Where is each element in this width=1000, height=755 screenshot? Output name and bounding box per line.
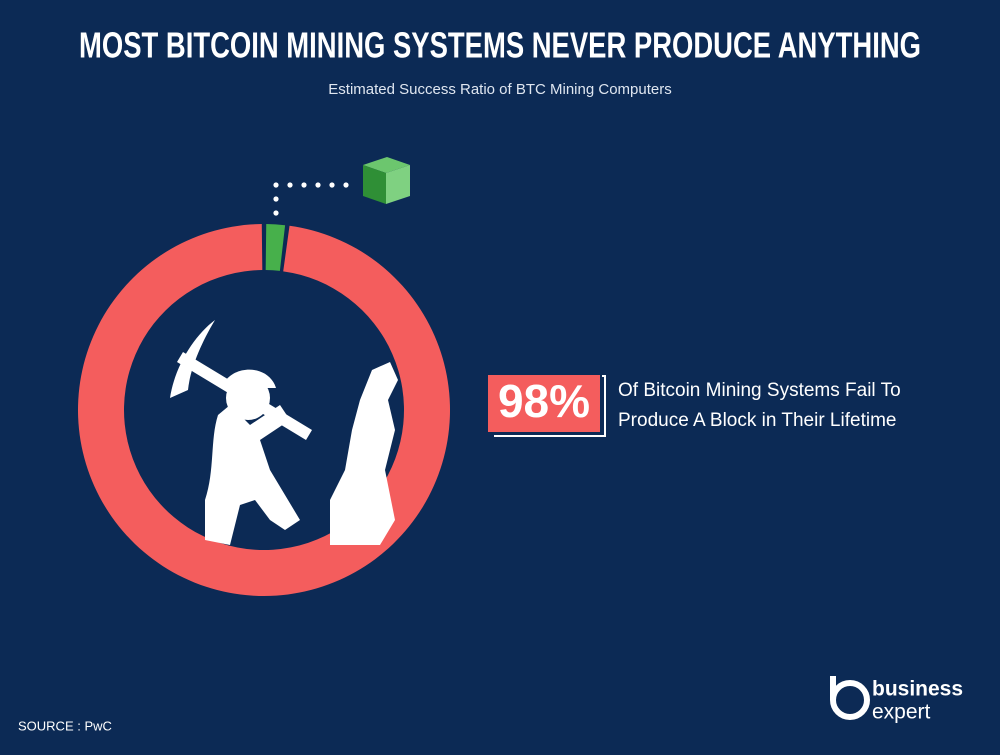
donut — [78, 224, 451, 597]
brand-name: expert — [872, 701, 931, 724]
miner-icon — [170, 320, 398, 545]
block-cube — [363, 157, 410, 204]
chart-subtitle: Estimated Success Ratio of BTC Mining Co… — [328, 81, 671, 98]
annotation: Of Bitcoin Mining Systems Fail To — [618, 380, 901, 401]
value-callout — [488, 375, 606, 437]
chart-title: MOST BITCOIN MINING SYSTEMS NEVER PRODUC… — [79, 25, 921, 66]
annotation: Produce A Block in Their Lifetime — [618, 410, 896, 431]
source: SOURCE : PwC — [18, 718, 112, 733]
brand-logo — [830, 676, 870, 720]
connector — [273, 182, 349, 216]
value-label: 98% — [498, 375, 590, 427]
brand-name: business — [872, 678, 963, 701]
donut-segment — [265, 224, 286, 271]
